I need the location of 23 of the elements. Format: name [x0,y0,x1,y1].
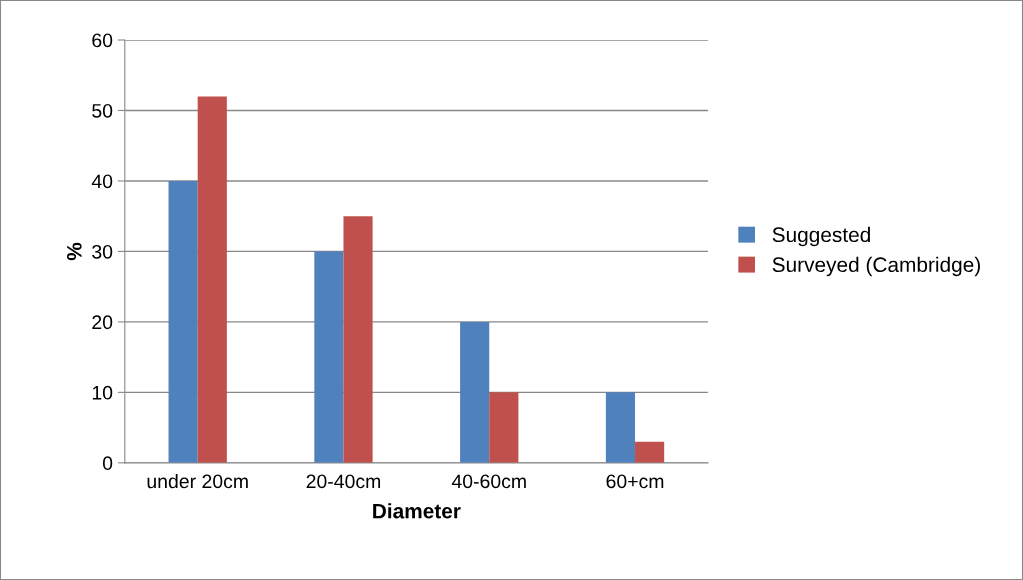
y-tick-label: 10 [92,385,113,400]
bar [168,180,198,463]
y-tick-label: 30 [92,244,113,259]
y-tick-label: 40 [91,174,113,189]
x-tick-label: 60+cm [606,474,664,489]
y-tick-label: 60 [92,33,113,48]
bar [460,321,490,463]
x-tick-label: 40-60cm [451,474,526,489]
x-tick-label: 20-40cm [306,474,381,489]
bar [343,216,373,463]
bar [197,96,227,463]
y-tick-label: 50 [92,103,113,118]
x-axis-title: Diameter [373,503,461,519]
legend-label: Suggested [772,226,870,247]
y-axis-title: % [67,242,82,261]
legend-label: Surveyed (Cambridge) [772,256,980,277]
y-tick-label: 0 [102,456,113,471]
x-tick-label: under 20cm [147,473,248,489]
y-tick-label: 20 [92,315,113,330]
bar [314,251,344,463]
bar [635,441,665,463]
bar [489,392,519,463]
bar [605,392,636,463]
